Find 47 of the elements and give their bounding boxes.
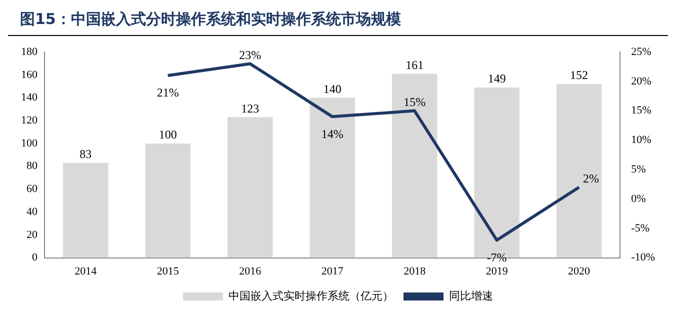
legend-label: 中国嵌入式实时操作系统（亿元）: [228, 289, 394, 302]
y2-tick-label: 5%: [631, 163, 646, 176]
x-tick-label: 2019: [486, 265, 508, 278]
y-tick-label: 40: [26, 206, 38, 218]
bar: [392, 74, 438, 258]
bar: [145, 143, 190, 258]
y-tick-label: 100: [21, 137, 38, 150]
data-label: 2%: [583, 171, 600, 186]
y2-tick-label: -5%: [631, 222, 650, 234]
y-tick-label: 120: [21, 114, 38, 126]
y-tick-label: 60: [26, 183, 38, 196]
data-label: 14%: [321, 126, 344, 141]
data-label: 15%: [404, 94, 426, 109]
y-tick-label: 80: [26, 160, 38, 172]
x-tick-label: 2018: [404, 265, 426, 278]
data-label: 123: [241, 101, 260, 116]
bar: [63, 162, 108, 258]
y2-tick-label: 25%: [631, 46, 652, 58]
y-tick-label: 160: [21, 68, 38, 81]
bar: [310, 98, 355, 258]
y2-tick-label: 15%: [631, 104, 652, 117]
data-label: 149: [488, 72, 506, 86]
data-label: 161: [406, 58, 424, 72]
data-label: 140: [323, 82, 342, 96]
x-tick-label: 2014: [74, 265, 98, 278]
y2-tick-label: 10%: [631, 134, 652, 146]
y2-tick-label: 20%: [631, 75, 652, 88]
data-label: 152: [570, 68, 588, 82]
x-tick-label: 2020: [568, 265, 591, 278]
y-tick-label: 180: [21, 46, 38, 58]
x-tick-label: 2016: [239, 265, 262, 278]
data-label: 83: [80, 147, 92, 162]
y-tick-label: 0: [32, 252, 38, 264]
y2-tick-label: -10%: [631, 252, 655, 264]
data-label: 21%: [156, 86, 179, 100]
x-tick-label: 2017: [321, 265, 344, 278]
chart-title: 图15：中国嵌入式分时操作系统和实时操作系统市场规模: [8, 8, 668, 36]
legend-label: 同比增速: [449, 289, 493, 302]
bar: [556, 84, 602, 258]
y-tick-label: 20: [26, 228, 38, 241]
data-label: 100: [158, 128, 177, 142]
x-tick-label: 2015: [156, 265, 180, 278]
data-label: -7%: [486, 250, 507, 264]
y-tick-label: 140: [21, 92, 38, 104]
data-label: 23%: [239, 48, 262, 62]
bar: [227, 117, 273, 258]
y2-tick-label: 0%: [631, 192, 646, 205]
